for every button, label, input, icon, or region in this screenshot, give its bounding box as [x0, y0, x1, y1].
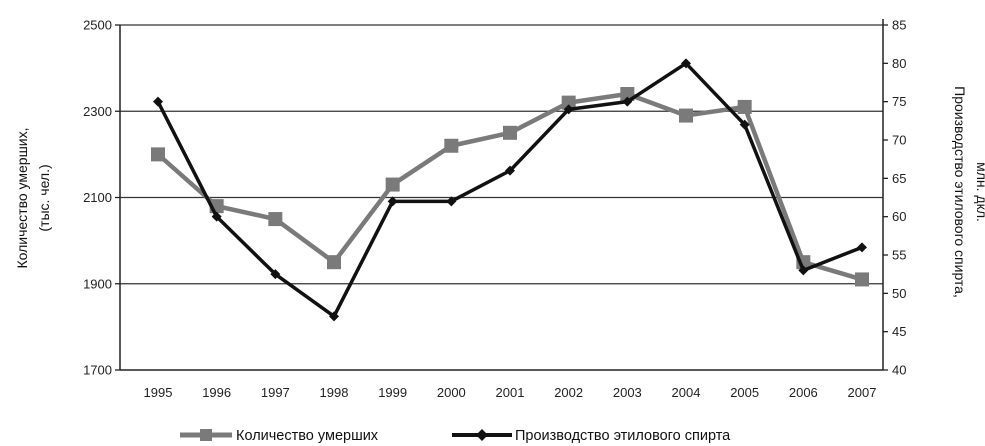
- right-tick-label: 70: [892, 133, 906, 148]
- right-axis-title-line1: Производство этилового спирта,: [952, 86, 968, 298]
- left-tick-label: 2500: [83, 18, 112, 33]
- data-point-deaths: [737, 99, 752, 114]
- right-tick-label: 40: [892, 363, 906, 378]
- data-point-deaths: [561, 95, 576, 110]
- right-tick-label: 80: [892, 56, 906, 71]
- gridlines: [120, 24, 883, 285]
- left-tick-label: 1900: [83, 276, 112, 291]
- data-point-alcohol: [153, 96, 163, 107]
- left-axis-title-line1: Количество умерших,: [14, 127, 30, 268]
- data-point-alcohol: [387, 196, 398, 207]
- data-point-alcohol: [622, 96, 633, 107]
- right-tick-label: 50: [892, 286, 906, 301]
- right-tick-label: 85: [892, 18, 906, 33]
- series-line-deaths: [156, 91, 863, 282]
- data-point-alcohol: [211, 211, 222, 222]
- data-point-alcohol: [446, 196, 457, 207]
- series-line-alcohol: [156, 61, 863, 319]
- data-point-alcohol: [681, 58, 691, 69]
- data-point-alcohol: [739, 119, 750, 130]
- data-point-deaths: [679, 108, 693, 123]
- legend-swatch-deaths-marker: [200, 429, 212, 441]
- x-tick-label: 2004: [672, 385, 701, 400]
- data-point-deaths: [855, 272, 869, 287]
- data-point-deaths: [327, 255, 341, 270]
- data-point-deaths: [151, 147, 165, 162]
- x-tick-label: 2006: [789, 385, 818, 400]
- legend-label-deaths: Количество умерших: [236, 428, 379, 444]
- x-tick-label: 2001: [496, 385, 525, 400]
- axes: [115, 19, 888, 371]
- data-point-deaths: [444, 138, 459, 153]
- legend: Количество умерших Производство этиловог…: [180, 428, 731, 444]
- data-point-alcohol: [798, 265, 809, 276]
- data-point-deaths: [385, 177, 400, 192]
- right-tick-label: 55: [892, 248, 906, 263]
- data-point-alcohol: [329, 311, 339, 322]
- x-tick-label: 1995: [144, 385, 173, 400]
- x-tick-label: 2007: [848, 385, 877, 400]
- x-tick-label: 1996: [202, 385, 231, 400]
- left-axis-title-line2: (тыс. чел.): [36, 164, 52, 231]
- left-tick-label: 1700: [83, 363, 112, 378]
- legend-label-alcohol: Производство этилового спирта: [515, 428, 731, 444]
- right-tick-label: 60: [892, 209, 906, 224]
- tick-labels: 1700 1900 2100 2300 2500 40 45 50 55 60 65 70 75 80 85…: [83, 18, 906, 401]
- x-tick-label: 2000: [437, 385, 466, 400]
- data-point-alcohol: [505, 165, 515, 176]
- x-tick-label: 2003: [613, 385, 642, 400]
- right-tick-label: 45: [892, 324, 906, 339]
- x-tick-label: 2005: [730, 385, 759, 400]
- legend-swatch-alcohol-marker: [476, 429, 488, 441]
- right-tick-label: 65: [892, 171, 906, 186]
- x-tick-label: 2002: [554, 385, 583, 400]
- data-point-alcohol: [857, 242, 867, 253]
- x-tick-label: 1999: [378, 385, 407, 400]
- data-point-alcohol: [563, 104, 574, 115]
- series-lines: [151, 58, 869, 322]
- left-tick-label: 2100: [83, 190, 112, 205]
- x-tick-label: 1998: [320, 385, 349, 400]
- right-tick-label: 75: [892, 94, 906, 109]
- x-tick-label: 1997: [261, 385, 290, 400]
- data-point-deaths: [268, 212, 283, 227]
- data-point-alcohol: [270, 269, 281, 280]
- data-point-deaths: [503, 125, 517, 140]
- right-axis-title-line2: млн. дкл.: [974, 162, 985, 222]
- left-tick-label: 2300: [83, 104, 112, 119]
